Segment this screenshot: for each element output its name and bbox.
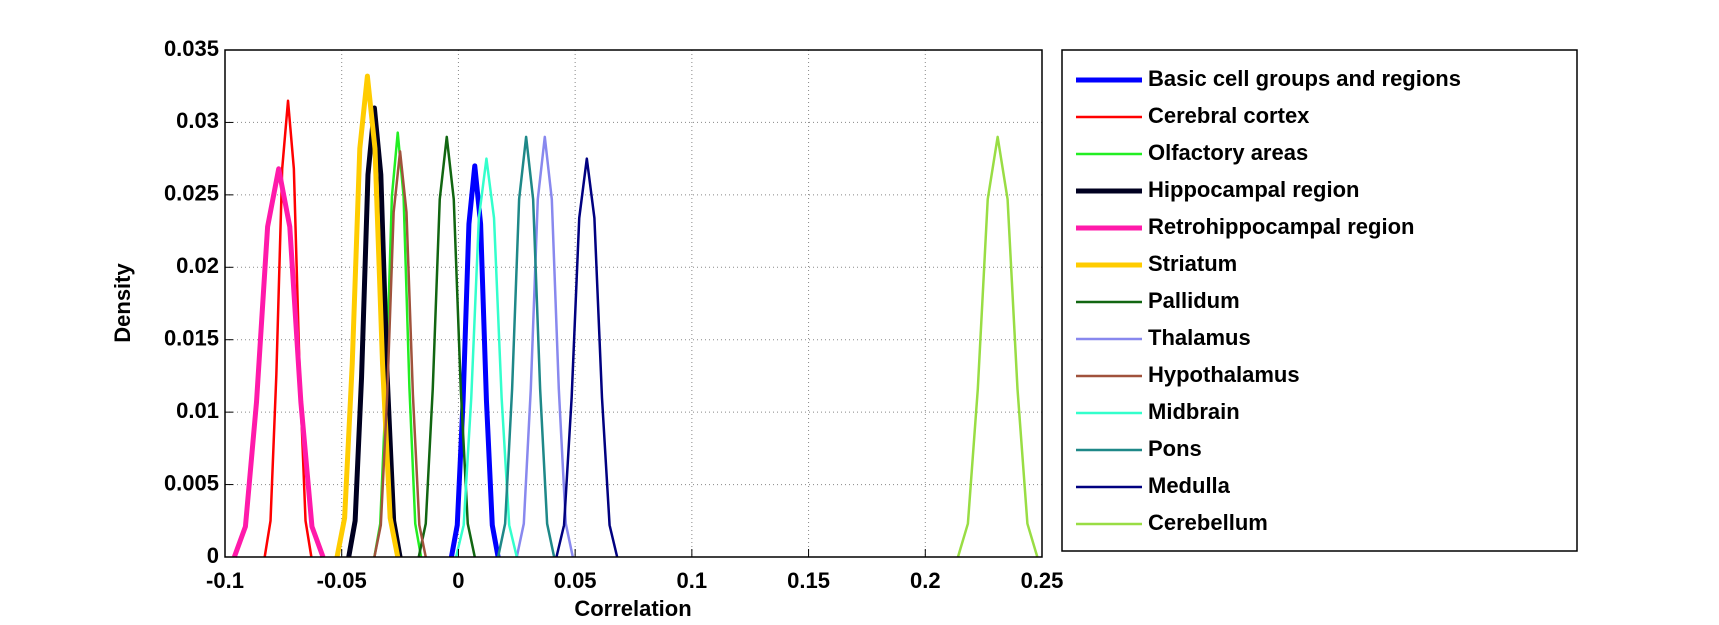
plot-lines [231, 73, 1039, 558]
y-tick-label: 0.02 [176, 253, 219, 278]
y-tick-label: 0 [207, 543, 219, 568]
y-tick-label: 0.015 [164, 326, 219, 351]
legend-label: Olfactory areas [1148, 140, 1308, 165]
legend-label: Medulla [1148, 473, 1231, 498]
density-line [496, 135, 556, 558]
x-tick-label: 0.2 [910, 568, 941, 593]
density-line [515, 135, 575, 558]
x-tick-label: 0.25 [1021, 568, 1064, 593]
density-line [555, 157, 619, 558]
x-tick-label: 0.1 [677, 568, 708, 593]
legend-label: Midbrain [1148, 399, 1240, 424]
density-line [373, 150, 427, 558]
y-tick-label: 0.025 [164, 181, 219, 206]
legend-box [1061, 49, 1578, 552]
y-tick-label: 0.005 [164, 470, 219, 495]
density-line [956, 135, 1039, 558]
legend-label: Cerebellum [1148, 510, 1268, 535]
y-tick-label: 0.01 [176, 398, 219, 423]
x-tick-label: 0.15 [787, 568, 830, 593]
x-tick-label: -0.1 [206, 568, 244, 593]
legend-label: Striatum [1148, 251, 1237, 276]
density-line [263, 99, 313, 558]
legend: Basic cell groups and regions Cerebral co… [1076, 66, 1461, 535]
legend-label: Thalamus [1148, 325, 1251, 350]
x-tick-label: -0.05 [317, 568, 367, 593]
legend-label: Retrohippocampal region [1148, 214, 1414, 239]
plot-frame [224, 49, 1043, 558]
x-tick-label: 0.05 [554, 568, 597, 593]
x-axis-label: Correlation [574, 596, 691, 621]
legend-label: Pallidum [1148, 288, 1240, 313]
y-tick-label: 0.035 [164, 36, 219, 61]
density-line [346, 105, 403, 558]
y-tick-label: 0.03 [176, 108, 219, 133]
legend-label: Basic cell groups and regions [1148, 66, 1461, 91]
legend-label: Pons [1148, 436, 1202, 461]
legend-label: Hippocampal region [1148, 177, 1359, 202]
legend-label: Hypothalamus [1148, 362, 1300, 387]
x-tick-label: 0 [452, 568, 464, 593]
y-axis-label: Density [110, 263, 135, 343]
density-line [448, 163, 501, 558]
density-line [334, 73, 401, 558]
density-line [231, 166, 326, 558]
axes: -0.1 -0.05 0 0.05 0.1 0.15 0.2 0.25 0 0.005 0.01 0.… [164, 36, 1063, 593]
legend-label: Cerebral cortex [1148, 103, 1310, 128]
